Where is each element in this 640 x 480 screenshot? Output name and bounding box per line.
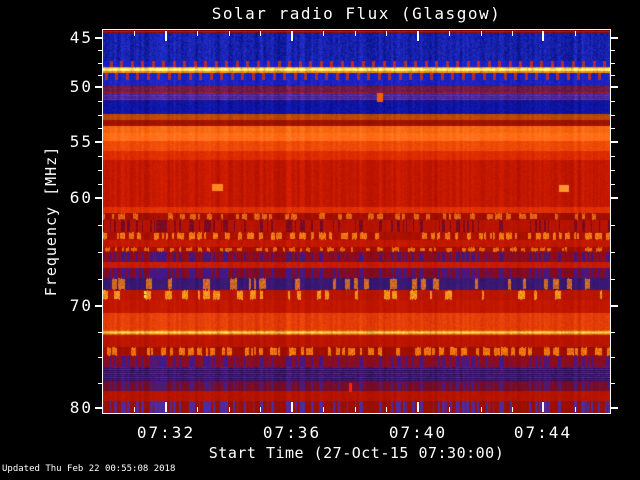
x-tick-top [260,31,261,36]
y-tick-label: 55 [69,132,93,151]
y-tick-left [95,37,103,39]
y-minortick-right [610,225,615,226]
y-tick-right [610,197,618,199]
y-minortick-right [610,101,615,102]
updated-timestamp: Updated Thu Feb 22 00:55:08 2018 [2,464,176,474]
y-tick-left [95,197,103,199]
y-minortick-right [610,50,615,51]
y-tick-right [610,305,618,307]
x-tick-top [575,31,576,36]
y-tick-label: 45 [69,28,93,47]
y-minortick-left [98,252,103,253]
y-tick-label: 80 [69,398,93,417]
x-tick-bottom [512,407,513,412]
y-minortick-right [610,115,615,116]
x-tick-top [542,31,544,41]
x-tick-top [386,31,387,36]
x-tick-label: 07:40 [388,423,448,442]
x-tick-bottom [355,407,356,412]
x-tick-top [355,31,356,36]
chart-title: Solar radio Flux (Glasgow) [211,4,502,23]
x-tick-top [229,31,230,36]
x-tick-bottom [260,407,261,412]
x-tick-bottom [481,407,482,412]
y-tick-label: 70 [69,296,93,315]
y-minortick-right [610,357,615,358]
y-minortick-right [610,170,615,171]
y-minortick-right [610,75,615,76]
x-tick-label: 07:36 [262,423,322,442]
x-tick-top [481,31,482,36]
y-tick-right [610,141,618,143]
y-tick-left [95,407,103,409]
x-tick-bottom [134,407,135,412]
y-tick-right [610,407,618,409]
y-minortick-right [610,383,615,384]
x-tick-top [197,31,198,36]
y-minortick-right [610,332,615,333]
y-minortick-left [98,50,103,51]
y-tick-label: 50 [69,77,93,96]
y-minortick-right [610,252,615,253]
plot-frame [102,29,611,414]
y-minortick-left [98,383,103,384]
y-minortick-left [98,128,103,129]
y-minortick-left [98,184,103,185]
x-tick-top [323,31,324,36]
x-tick-bottom [386,407,387,412]
y-minortick-left [98,115,103,116]
y-tick-left [95,305,103,307]
y-tick-left [95,141,103,143]
x-axis-title: Start Time (27-Oct-15 07:30:00) [208,444,505,462]
y-minortick-right [610,156,615,157]
y-minortick-left [98,170,103,171]
y-minortick-right [610,184,615,185]
x-tick-label: 07:32 [136,423,196,442]
y-minortick-left [98,225,103,226]
y-minortick-left [98,75,103,76]
y-tick-right [610,86,618,88]
x-tick-bottom [575,407,576,412]
x-tick-bottom [291,402,293,412]
x-tick-top [449,31,450,36]
x-tick-top [134,31,135,36]
y-tick-right [610,37,618,39]
y-axis-title: Frequency [MHz] [42,145,60,297]
y-tick-label: 60 [69,188,93,207]
x-tick-bottom [165,402,167,412]
y-tick-left [95,86,103,88]
y-minortick-right [610,63,615,64]
y-minortick-left [98,101,103,102]
x-tick-label: 07:44 [513,423,573,442]
x-tick-bottom [197,407,198,412]
y-minortick-left [98,357,103,358]
y-minortick-left [98,63,103,64]
x-tick-bottom [229,407,230,412]
y-minortick-left [98,156,103,157]
x-tick-top [291,31,293,41]
y-minortick-left [98,332,103,333]
x-tick-top [512,31,513,36]
x-tick-bottom [323,407,324,412]
spectrogram-canvas [103,30,610,413]
x-tick-top [417,31,419,41]
y-minortick-right [610,128,615,129]
x-tick-bottom [417,402,419,412]
x-tick-bottom [449,407,450,412]
y-minortick-left [98,279,103,280]
x-tick-top [165,31,167,41]
x-tick-bottom [542,402,544,412]
y-minortick-right [610,279,615,280]
